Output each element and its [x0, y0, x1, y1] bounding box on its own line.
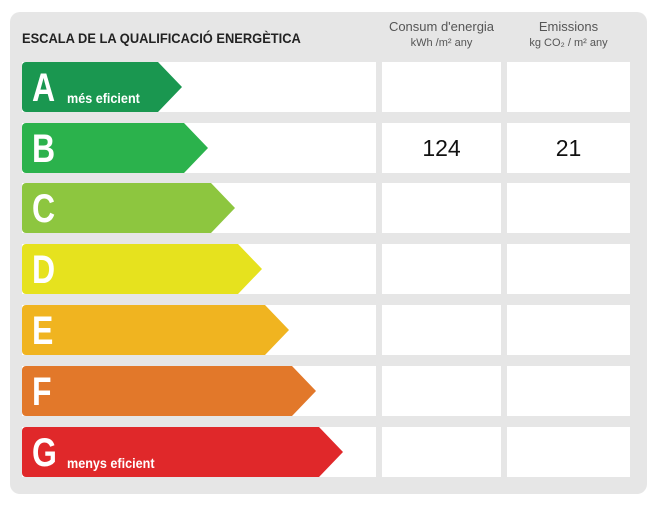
rating-letter: G	[32, 431, 57, 475]
rating-letter: E	[32, 309, 54, 353]
consum-value	[382, 183, 501, 233]
rating-letter: D	[32, 248, 56, 292]
emissions-value: 21	[507, 123, 630, 173]
column-label: Emissions	[538, 19, 599, 34]
consum-value: 124	[382, 123, 501, 173]
rating-arrow: E	[22, 305, 289, 355]
emissions-value	[507, 366, 630, 416]
emissions-value	[507, 244, 630, 294]
rating-letter: A	[32, 66, 56, 110]
emissions-value	[507, 305, 630, 355]
emissions-value	[507, 427, 630, 477]
column-header-emissions: Emissions kg CO₂ / m² any	[507, 18, 630, 52]
column-unit: kg CO₂ / m² any	[529, 37, 608, 49]
consum-value	[382, 305, 501, 355]
consum-value	[382, 366, 501, 416]
consum-value	[382, 427, 501, 477]
rating-letter: F	[32, 370, 52, 414]
label-title: ESCALA DE LA QUALIFICACIÓ ENERGÈTICA	[22, 30, 301, 46]
emissions-value	[507, 62, 630, 112]
rating-arrow: G menys eficient	[22, 427, 343, 477]
rating-arrow: A més eficient	[22, 62, 182, 112]
column-unit: kWh /m² any	[410, 37, 473, 49]
rating-arrow: C	[22, 183, 235, 233]
consum-value	[382, 244, 501, 294]
emissions-value	[507, 183, 630, 233]
column-label: Consum d'energia	[388, 19, 495, 34]
rating-letter: C	[32, 187, 56, 231]
rating-arrow: D	[22, 244, 262, 294]
rating-arrow: B	[22, 123, 208, 173]
consum-value	[382, 62, 501, 112]
rating-subtitle: menys eficient	[67, 455, 155, 471]
rating-letter: B	[32, 127, 56, 171]
column-header-consum: Consum d'energia kWh /m² any	[380, 18, 503, 52]
rating-arrow: F	[22, 366, 316, 416]
rating-subtitle: més eficient	[67, 90, 140, 106]
